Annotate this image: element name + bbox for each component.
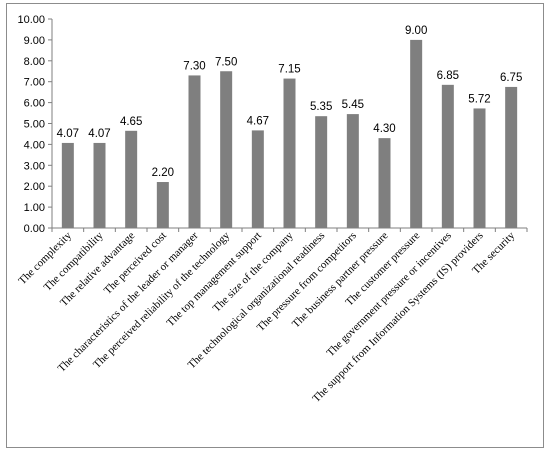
y-tick-label: 8.00: [24, 56, 45, 68]
y-tick-label: 3.00: [24, 160, 45, 172]
bar: [251, 130, 264, 228]
bar: [156, 182, 169, 228]
data-label: 5.35: [310, 101, 332, 113]
bar: [505, 86, 518, 228]
y-tick-label: 9.00: [24, 35, 45, 47]
y-tick-label: 5.00: [24, 119, 45, 131]
bar: [93, 142, 106, 228]
bar: [188, 75, 201, 229]
data-label: 4.65: [120, 116, 142, 128]
data-label: 7.50: [215, 56, 237, 68]
data-label: 7.15: [278, 64, 300, 76]
bar: [346, 114, 359, 228]
data-label: 4.67: [247, 115, 269, 127]
y-tick-label: 7.00: [24, 77, 45, 89]
data-label: 9.00: [405, 25, 427, 37]
bar: [283, 78, 296, 228]
bar: [315, 116, 328, 228]
data-label: 5.45: [342, 99, 364, 111]
bar: [61, 142, 74, 228]
y-tick-label: 4.00: [24, 139, 45, 151]
data-label: 4.07: [57, 128, 79, 140]
bar: [441, 84, 454, 229]
bar: [378, 138, 391, 228]
bar: [473, 108, 486, 228]
y-tick-label: 0.00: [24, 223, 45, 235]
y-tick-label: 1.00: [24, 202, 45, 214]
data-label: 4.07: [88, 128, 110, 140]
data-label: 4.30: [373, 123, 395, 135]
data-label: 2.20: [152, 167, 174, 179]
data-label: 7.30: [183, 60, 205, 72]
category-label: The complexity: [16, 229, 74, 287]
data-label: 5.72: [468, 93, 490, 105]
y-tick-label: 6.00: [24, 98, 45, 110]
data-label: 6.75: [500, 72, 522, 84]
bar: [125, 130, 138, 228]
bar: [220, 71, 233, 228]
y-tick-label: 2.00: [24, 181, 45, 193]
bar: [410, 39, 423, 229]
y-tick-label: 10.00: [17, 14, 45, 26]
data-label: 6.85: [437, 70, 459, 82]
